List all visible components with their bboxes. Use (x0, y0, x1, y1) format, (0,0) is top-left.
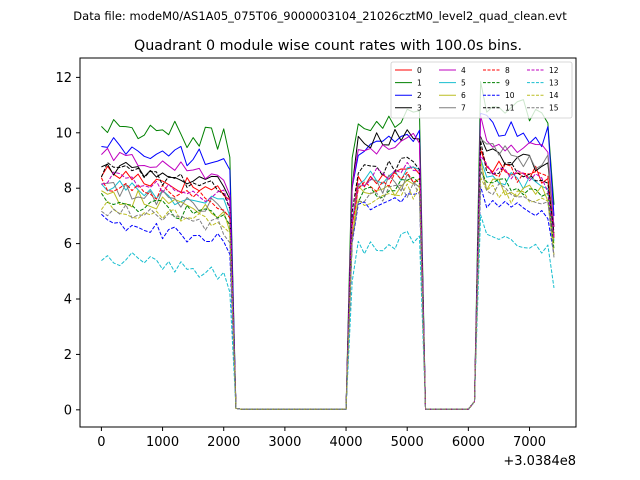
series-line-12 (101, 155, 555, 410)
y-tick-label: 12 (55, 71, 72, 86)
plot-lines (100, 81, 555, 410)
axes-frame (79, 57, 577, 428)
series-line-3 (101, 128, 555, 410)
series-line-14 (101, 176, 555, 410)
series-line-0 (100, 149, 555, 410)
legend-label-1: 1 (417, 78, 422, 87)
x-tick-label: 2000 (207, 435, 240, 450)
series-line-4 (101, 115, 555, 410)
legend-label-2: 2 (417, 91, 422, 100)
y-tick-label: 2 (64, 348, 72, 363)
legend-label-7: 7 (461, 104, 466, 113)
legend-label-8: 8 (505, 66, 510, 75)
x-tick-label: 1000 (146, 435, 179, 450)
y-tick-label: 6 (64, 237, 72, 252)
y-tick-label: 4 (64, 293, 72, 308)
y-axis: 0 2 4 6 8 10 12 (55, 71, 80, 418)
legend-label-12: 12 (549, 66, 559, 75)
x-offset-label: +3.0384e8 (503, 454, 576, 469)
x-tick-label: 5000 (391, 435, 424, 450)
legend-label-10: 10 (505, 91, 515, 100)
x-axis: 0 1000 2000 3000 4000 5000 6000 7000 (97, 427, 546, 450)
series-line-7 (101, 138, 555, 410)
legend-label-5: 5 (461, 78, 466, 87)
x-tick-label: 3000 (268, 435, 301, 450)
legend-label-0: 0 (417, 66, 422, 75)
legend-label-9: 9 (505, 78, 510, 87)
series-line-15 (101, 166, 555, 410)
legend-label-4: 4 (461, 66, 466, 75)
y-tick-label: 8 (64, 182, 72, 197)
chart-title: Quadrant 0 module wise count rates with … (134, 38, 522, 54)
legend-label-3: 3 (417, 104, 422, 113)
x-tick-label: 0 (97, 435, 105, 450)
legend-label-6: 6 (461, 91, 466, 100)
series-line-10 (101, 185, 555, 410)
x-tick-label: 7000 (513, 435, 546, 450)
legend-label-14: 14 (549, 91, 559, 100)
series-line-13 (101, 214, 555, 410)
y-tick-label: 0 (64, 403, 72, 418)
figure-suptitle: Data file: modeM0/AS1A05_075T06_90000031… (73, 9, 567, 23)
series-line-2 (101, 112, 555, 410)
legend-label-13: 13 (549, 78, 559, 87)
legend-label-15: 15 (549, 104, 559, 113)
series-line-5 (101, 157, 555, 410)
x-tick-label: 6000 (452, 435, 485, 450)
y-tick-label: 10 (55, 126, 72, 141)
series-line-11 (100, 140, 555, 410)
series-line-1 (101, 81, 555, 410)
x-tick-label: 4000 (329, 435, 362, 450)
legend-label-11: 11 (505, 104, 515, 113)
legend-box (390, 61, 573, 119)
